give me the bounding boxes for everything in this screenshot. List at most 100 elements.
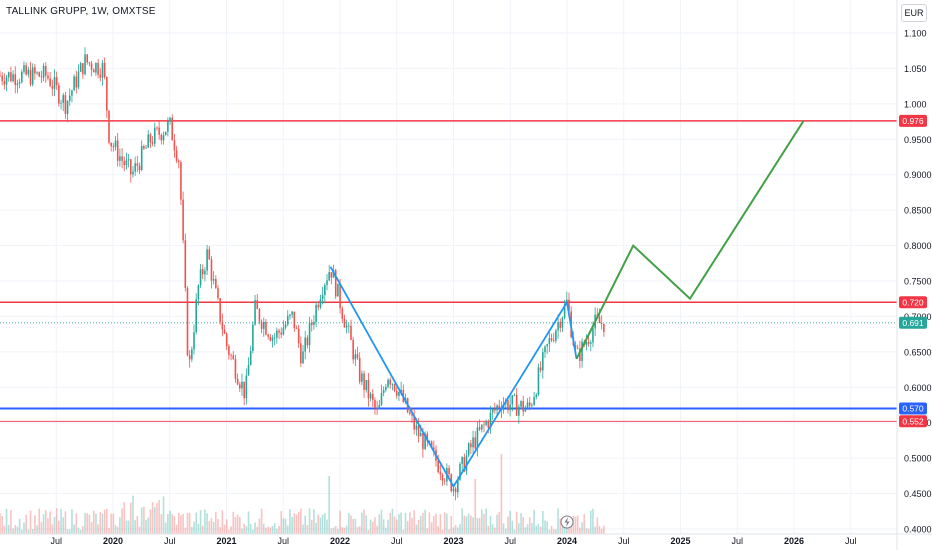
- volume-bar: [156, 503, 158, 534]
- volume-bar: [34, 515, 36, 534]
- candle-body: [345, 325, 348, 328]
- volume-bar: [7, 524, 10, 534]
- volume-bar: [365, 515, 368, 534]
- volume-bar: [317, 514, 320, 534]
- candle-body: [136, 163, 139, 166]
- candle-body: [21, 71, 23, 83]
- volume-bar: [319, 517, 322, 534]
- volume-bar: [480, 509, 483, 534]
- volume-bar: [31, 528, 34, 534]
- volume-bar: [395, 519, 398, 534]
- y-tick-label: 0.8000: [904, 241, 932, 251]
- volume-bar: [77, 527, 80, 534]
- price-axis[interactable]: 0.40000.45000.50000.55000.60000.65000.70…: [896, 0, 932, 550]
- volume-bar: [201, 525, 204, 534]
- volume-bar: [280, 511, 283, 534]
- candle-body: [116, 140, 119, 161]
- volume-bar: [533, 509, 535, 534]
- candle-body: [140, 145, 143, 171]
- candle-body: [365, 380, 368, 390]
- candle-body: [463, 456, 466, 472]
- candle-body: [110, 142, 112, 147]
- candle-body: [14, 74, 17, 86]
- candle-body: [509, 404, 511, 411]
- volume-bar: [315, 522, 317, 534]
- time-axis[interactable]: Jul 2020 Jul 2021 Jul 2022 Jul 2023 Jul 2024 Jul 20…: [0, 533, 932, 546]
- candle-body: [145, 147, 147, 149]
- level-tag: [899, 415, 927, 428]
- candle-body: [62, 95, 65, 103]
- volume-bar: [38, 508, 41, 534]
- volume-bar: [400, 512, 402, 534]
- volume-bar: [230, 526, 232, 534]
- volume-bar: [518, 523, 520, 534]
- y-tick-label: 1.050: [904, 64, 927, 74]
- currency-button[interactable]: EUR: [901, 4, 927, 22]
- volume-bar: [132, 495, 134, 534]
- candle-body: [363, 373, 365, 390]
- volume-bar: [542, 510, 544, 534]
- volume-bar: [306, 525, 309, 534]
- candle-body: [31, 67, 34, 85]
- volume-bar: [581, 522, 583, 534]
- candle-body: [147, 134, 150, 148]
- candle-body: [598, 316, 601, 324]
- candle-body: [125, 160, 128, 166]
- candle-body: [367, 380, 370, 399]
- candle-body: [191, 349, 193, 360]
- volume-icon-group[interactable]: [560, 515, 574, 529]
- volume-bar: [389, 512, 392, 534]
- candle-body: [328, 272, 330, 281]
- candle-body: [461, 456, 463, 464]
- candle-body: [286, 316, 289, 325]
- candle-body: [86, 54, 88, 63]
- volume-bar: [448, 529, 450, 534]
- candle-body: [188, 355, 191, 360]
- volume-bar: [195, 512, 197, 534]
- candle-body: [156, 127, 158, 129]
- volume-bar: [424, 509, 426, 534]
- volume-bar: [374, 517, 376, 534]
- volume-bar: [5, 508, 8, 534]
- volume-bar: [345, 525, 348, 534]
- candle-body: [419, 433, 422, 437]
- volume-bar: [404, 513, 407, 534]
- candle-body: [524, 407, 527, 412]
- volume-bar: [75, 513, 78, 534]
- candle-body: [424, 433, 426, 450]
- candle-body: [127, 159, 130, 161]
- volume-bar: [356, 527, 359, 534]
- candle-body: [88, 62, 91, 64]
- candle-body: [291, 311, 293, 315]
- candle-body: [334, 270, 337, 297]
- pattern-line[interactable]: [329, 266, 578, 489]
- candle-body: [448, 468, 450, 475]
- candle-body: [409, 412, 411, 414]
- volume-bar: [73, 524, 75, 534]
- candle-body: [210, 259, 213, 281]
- volume-bar: [507, 516, 509, 534]
- projection-line[interactable]: [575, 120, 805, 360]
- volume-bar: [249, 523, 252, 534]
- candle-body: [474, 437, 477, 449]
- volume-bar: [177, 512, 180, 534]
- volume-bar: [457, 527, 459, 534]
- candle-body: [208, 249, 211, 260]
- candle-body: [297, 328, 300, 344]
- volume-bar: [430, 522, 433, 534]
- candle-body: [271, 337, 274, 341]
- level-tag: [899, 402, 927, 415]
- candle-body: [267, 334, 269, 337]
- candle-body: [548, 338, 551, 345]
- volume-bar: [151, 502, 154, 534]
- volume-bar: [138, 526, 141, 534]
- candle-body: [313, 321, 315, 325]
- volume-bar: [84, 513, 86, 534]
- candle-body: [310, 322, 313, 325]
- candle-body: [58, 85, 60, 104]
- volume-bar: [55, 508, 58, 534]
- volume-bar: [175, 524, 178, 534]
- volume-bar: [555, 529, 557, 534]
- volume-bar: [491, 524, 494, 534]
